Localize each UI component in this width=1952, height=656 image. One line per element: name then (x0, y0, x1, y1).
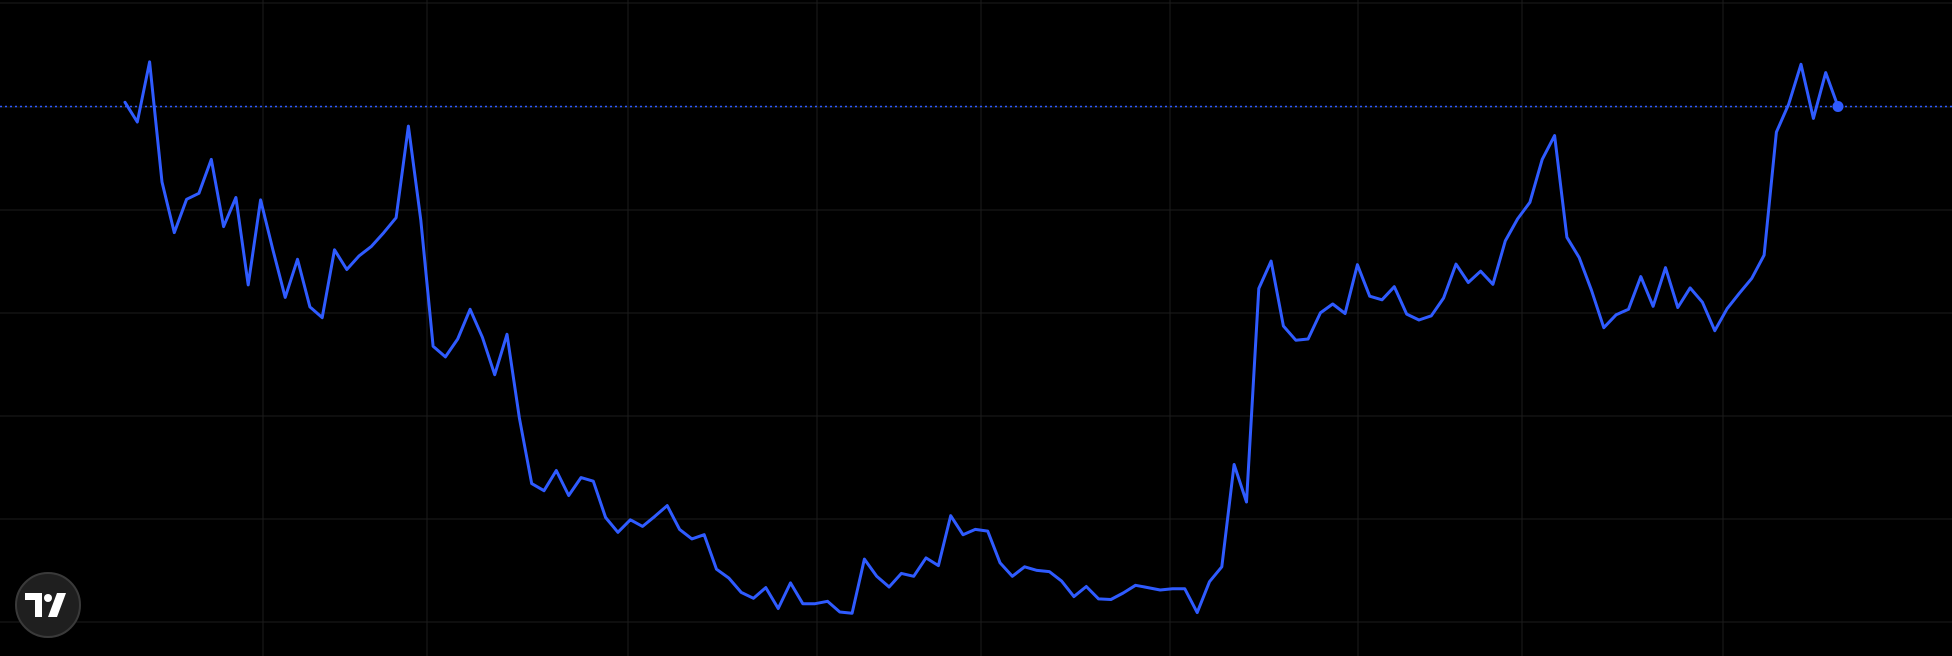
tradingview-logo-button[interactable]: TradingView (15, 572, 81, 638)
series-group (123, 60, 1844, 615)
series-line (123, 60, 1840, 615)
last-value-point[interactable] (1832, 101, 1844, 112)
tradingview-logo-icon (25, 593, 66, 617)
